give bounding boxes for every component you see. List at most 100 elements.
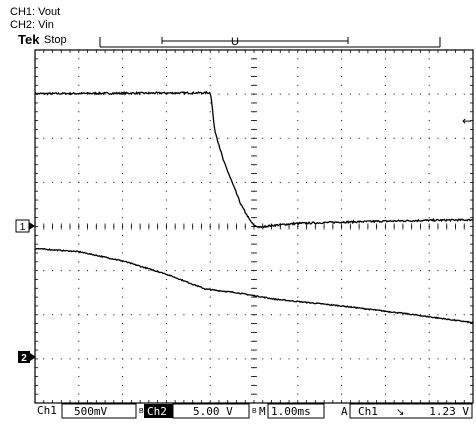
grid-dot [271, 314, 273, 316]
grid-dot [209, 261, 211, 263]
grid-dot [78, 84, 80, 86]
grid-dot [332, 358, 334, 360]
grid-dot [209, 208, 211, 210]
grid-dot [349, 137, 351, 139]
grid-dot [122, 323, 124, 325]
grid-dot [227, 181, 229, 183]
grid-dot [104, 93, 106, 95]
grid-dot [384, 137, 386, 139]
grid-dot [209, 58, 211, 60]
grid-dot [43, 314, 45, 316]
grid-dot [279, 93, 281, 95]
grid-dot [437, 270, 439, 272]
grid-dot [183, 270, 185, 272]
grid-dot [209, 164, 211, 166]
grid-dot [349, 93, 351, 95]
grid-dot [314, 93, 316, 95]
grid-dot [148, 314, 150, 316]
grid-dot [52, 358, 54, 360]
grid-dot [314, 181, 316, 183]
grid-dot [165, 376, 167, 378]
grid-dot [78, 270, 80, 272]
grid-dot [297, 190, 299, 192]
grid-dot [428, 393, 430, 395]
grid-dot [446, 358, 448, 360]
grid-dot [419, 93, 421, 95]
grid-dot [393, 358, 395, 360]
grid-dot [95, 137, 97, 139]
grid-dot [78, 67, 80, 69]
grid-dot [384, 376, 386, 378]
grid-dot [428, 252, 430, 254]
grid-dot [209, 146, 211, 148]
grid-dot [428, 75, 430, 77]
grid-dot [209, 190, 211, 192]
grid-dot [130, 270, 132, 272]
grid-dot [122, 376, 124, 378]
grid-dot [341, 111, 343, 113]
grid-dot [411, 270, 413, 272]
grid-dot [165, 243, 167, 245]
trigger-position-label: U [231, 36, 239, 48]
grid-dot [78, 75, 80, 77]
grid-dot [244, 358, 246, 360]
grid-dot [393, 137, 395, 139]
grid-dot [384, 261, 386, 263]
grid-dot [428, 128, 430, 130]
grid-dot [384, 393, 386, 395]
grid-dot [428, 340, 430, 342]
grid-dot [297, 261, 299, 263]
grid-dot [384, 314, 386, 316]
grid-dot [69, 181, 71, 183]
grid-dot [87, 181, 89, 183]
grid-dot [78, 323, 80, 325]
grid-dot [78, 146, 80, 148]
grid-dot [165, 120, 167, 122]
grid-dot [402, 181, 404, 183]
grid-dot [78, 384, 80, 386]
grid-dot [78, 199, 80, 201]
grid-dot [52, 181, 54, 183]
grid-dot [78, 102, 80, 104]
grid-dot [437, 314, 439, 316]
grid-dot [428, 146, 430, 148]
grid-dot [122, 305, 124, 307]
grid-dot [384, 67, 386, 69]
grid-dot [122, 331, 124, 333]
grid-dot [87, 270, 89, 272]
grid-dot [165, 146, 167, 148]
grid-dot [192, 314, 194, 316]
grid-dot [393, 270, 395, 272]
grid-dot [209, 217, 211, 219]
grid-dot [209, 120, 211, 122]
grid-dot [323, 181, 325, 183]
grid-dot [122, 243, 124, 245]
grid-dot [52, 137, 54, 139]
grid-dot [271, 137, 273, 139]
grid-dot [419, 270, 421, 272]
grid-dot [200, 270, 202, 272]
waveform-traces [34, 90, 474, 324]
grid-dot [60, 270, 62, 272]
grid-dot [297, 155, 299, 157]
grid-dot [174, 137, 176, 139]
grid-dot [384, 84, 386, 86]
grid-dot [209, 102, 211, 104]
grid-dot [209, 84, 211, 86]
grid-dot [297, 296, 299, 298]
ch1-marker-label: 1 [20, 222, 26, 233]
grid-dot [428, 287, 430, 289]
grid-dot [314, 314, 316, 316]
grid-dot [428, 199, 430, 201]
grid-dot [271, 270, 273, 272]
grid-dot [113, 358, 115, 360]
grid-dot [78, 287, 80, 289]
grid-dot [419, 314, 421, 316]
grid-dot [341, 296, 343, 298]
grid-dot [78, 358, 80, 360]
grid-dot [297, 323, 299, 325]
grid-dot [314, 137, 316, 139]
grid-dot [384, 234, 386, 236]
grid-dot [227, 358, 229, 360]
grid-dot [235, 358, 237, 360]
